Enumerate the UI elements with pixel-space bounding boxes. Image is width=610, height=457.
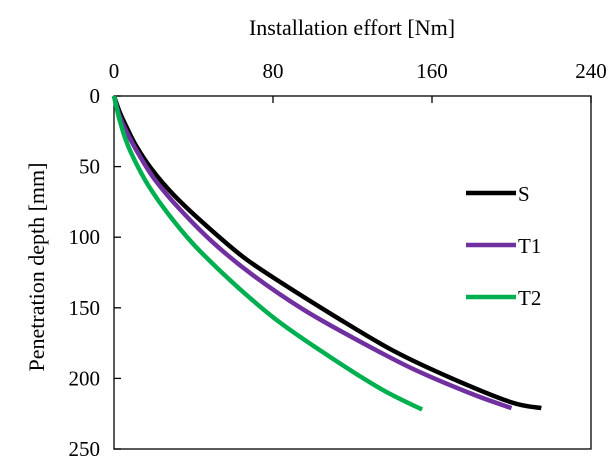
legend-label-s: S: [518, 182, 530, 206]
y-axis-ticks: 0 50 100 150 200 250: [69, 84, 121, 457]
series-line-s: [111, 95, 542, 411]
y-tick-label: 200: [69, 366, 101, 390]
x-axis-ticks: 0 80 160 240: [109, 59, 607, 103]
x-tick-label: 0: [109, 59, 120, 83]
series-line-t2: [111, 95, 424, 412]
y-tick-label: 150: [69, 296, 101, 320]
legend: S T1 T2: [466, 182, 541, 310]
legend-label-t1: T1: [518, 234, 541, 258]
y-tick-label: 0: [90, 84, 101, 108]
y-tick-label: 100: [69, 225, 101, 249]
legend-label-t2: T2: [518, 286, 541, 310]
x-tick-label: 240: [575, 59, 607, 83]
plot-area-frame: [113, 95, 592, 450]
y-tick-label: 250: [69, 437, 101, 457]
y-tick-label: 50: [79, 155, 100, 179]
x-axis-title: Installation effort [Nm]: [249, 15, 455, 40]
series-line-t1: [111, 95, 513, 411]
x-tick-label: 80: [263, 59, 284, 83]
y-axis-title: Penetration depth [mm]: [24, 163, 49, 372]
series-lines: [111, 95, 542, 412]
x-tick-label: 160: [416, 59, 448, 83]
